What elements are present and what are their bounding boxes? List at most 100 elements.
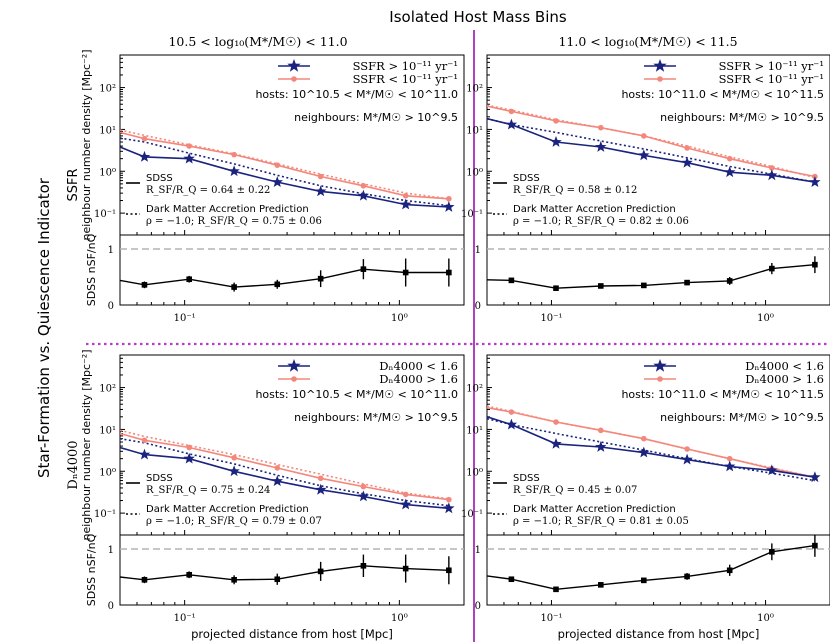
star-forming-point (228, 465, 240, 477)
ratio-point (769, 265, 775, 272)
ratio-y-tick-label: 1 (108, 245, 114, 256)
quiescent-point (684, 446, 690, 452)
star-forming-point (550, 136, 562, 147)
star-forming-point (724, 460, 736, 472)
ratio-point (186, 276, 192, 283)
x-tick-label: 10⁰ (757, 313, 774, 324)
legend-circle-marker (291, 76, 297, 82)
panel-dn4000-high-mass: 10⁻¹ 10⁰ 10¹ 10² 10⁻¹ 10⁰ 0 1 Dₙ4000 < 1.6Dₙ4000… (461, 354, 830, 641)
neighbours-annotation: neighbours: M*/M☉ > 10^9.5 (660, 111, 824, 124)
y-tick-label: 10⁰ (466, 167, 483, 178)
star-forming-point (550, 437, 562, 449)
star-forming-point (681, 453, 693, 465)
y-tick-label: 10¹ (99, 425, 116, 436)
ratio-y-tick-label: 0 (108, 301, 114, 312)
legend-circle-marker (657, 76, 663, 82)
y-axis-label: neighbour number density [Mpc⁻²] (80, 349, 93, 540)
star-forming-point (595, 141, 607, 152)
quiescent-point (446, 496, 452, 503)
star-forming-prediction-line (487, 117, 816, 183)
quiescent-point (360, 483, 367, 490)
quiescent-point (641, 435, 647, 442)
ratio-point (641, 577, 647, 584)
ratio-point (684, 573, 690, 580)
sdss-ratio-value: R_SF/R_Q = 0.45 ± 0.07 (513, 485, 637, 496)
legend-star-marker (287, 359, 301, 372)
ratio-point (446, 567, 452, 574)
star-forming-point (271, 475, 283, 486)
star-forming-point (766, 169, 778, 181)
star-forming-point (638, 446, 650, 458)
data-layer (120, 129, 455, 292)
dm-ratio-value: ρ = −1.0; R_SF/R_Q = 0.79 ± 0.07 (146, 516, 322, 527)
legend-label-sf: Dₙ4000 < 1.6 (745, 359, 824, 373)
ratio-y-tick-label: 0 (108, 601, 114, 612)
legend-star-marker (653, 359, 667, 372)
neighbours-annotation: neighbours: M*/M☉ > 10^9.5 (294, 411, 458, 424)
ratio-line (487, 264, 815, 289)
neighbours-annotation: neighbours: M*/M☉ > 10^9.5 (294, 111, 458, 124)
ratio-y-tick-label: 1 (475, 545, 481, 556)
legend-label-q: Dₙ4000 > 1.6 (745, 372, 824, 386)
y-tick-label: 10⁻¹ (461, 509, 483, 520)
ratio-point (317, 275, 324, 282)
ratio-y-tick-label: 0 (475, 301, 481, 312)
x-tick-label: 10⁻¹ (540, 613, 562, 624)
quiescent-point (726, 155, 733, 162)
quiescent-point (597, 427, 604, 434)
sdss-ratio-value: R_SF/R_Q = 0.58 ± 0.12 (513, 185, 637, 196)
y-tick-label: 10⁰ (466, 467, 483, 478)
data-layer (120, 429, 455, 585)
ratio-line (487, 544, 815, 591)
y-tick-label: 10² (99, 84, 116, 95)
quiescent-point (402, 491, 409, 498)
ratio-point (508, 576, 515, 583)
ratio-point (726, 567, 733, 574)
ratio-point (274, 576, 281, 583)
quiescent-point (274, 162, 281, 168)
ratio-y-tick-label: 1 (108, 545, 114, 556)
ratio-point (769, 549, 775, 555)
star-forming-point (638, 149, 650, 161)
star-forming-point (681, 156, 693, 168)
star-forming-point (443, 502, 455, 514)
quiescent-point (684, 145, 690, 151)
legend-label-q: Dₙ4000 > 1.6 (379, 372, 458, 386)
ratio-point (812, 261, 818, 268)
quiescent-point (141, 437, 148, 444)
y-tick-label: 10¹ (466, 125, 483, 136)
dm-legend-label: Dark Matter Accretion Prediction (146, 504, 309, 515)
figure-title: Isolated Host Mass Bins (389, 8, 567, 26)
star-forming-point (505, 418, 518, 430)
star-forming-point (271, 176, 283, 187)
hosts-annotation: hosts: 10^11.0 < M*/M☉ < 10^11.5 (621, 388, 824, 401)
ratio-frame (119, 234, 465, 306)
ratio-point (186, 571, 192, 578)
quiescent-point (141, 135, 148, 142)
ratio-frame (486, 234, 830, 306)
quiescent-point (231, 151, 237, 158)
quiescent-point (231, 454, 237, 461)
data-layer (487, 405, 821, 593)
quiescent-point (446, 195, 452, 202)
ratio-frame (486, 534, 830, 606)
ratio-point (274, 281, 281, 288)
quiescent-point (508, 409, 515, 415)
data-layer (487, 104, 821, 291)
ratio-point (597, 283, 604, 289)
ratio-point (231, 284, 237, 290)
ratio-point (402, 565, 409, 572)
x-axis-label: projected distance from host [Mpc] (191, 627, 393, 641)
column-title-low-mass: 10.5 < log₁₀(M*/M☉) < 11.0 (168, 34, 347, 49)
star-forming-point (809, 471, 821, 483)
star-forming-point (138, 448, 151, 460)
ratio-line (120, 268, 449, 288)
panel-dn4000-low-mass: 10⁻¹ 10⁰ 10¹ 10² 10⁻¹ 10⁰ 0 1 Dₙ4000 < 1.6Dₙ4000… (80, 349, 465, 641)
sdss-legend-label: SDSS (146, 173, 173, 184)
y-tick-label: 10⁻¹ (94, 209, 116, 220)
legend-label-sf: SSFR > 10⁻¹¹ yr⁻¹ (719, 59, 824, 73)
y-tick-label: 10¹ (99, 125, 116, 136)
neighbours-annotation: neighbours: M*/M☉ > 10^9.5 (660, 411, 824, 424)
dm-ratio-value: ρ = −1.0; R_SF/R_Q = 0.75 ± 0.06 (146, 216, 322, 227)
